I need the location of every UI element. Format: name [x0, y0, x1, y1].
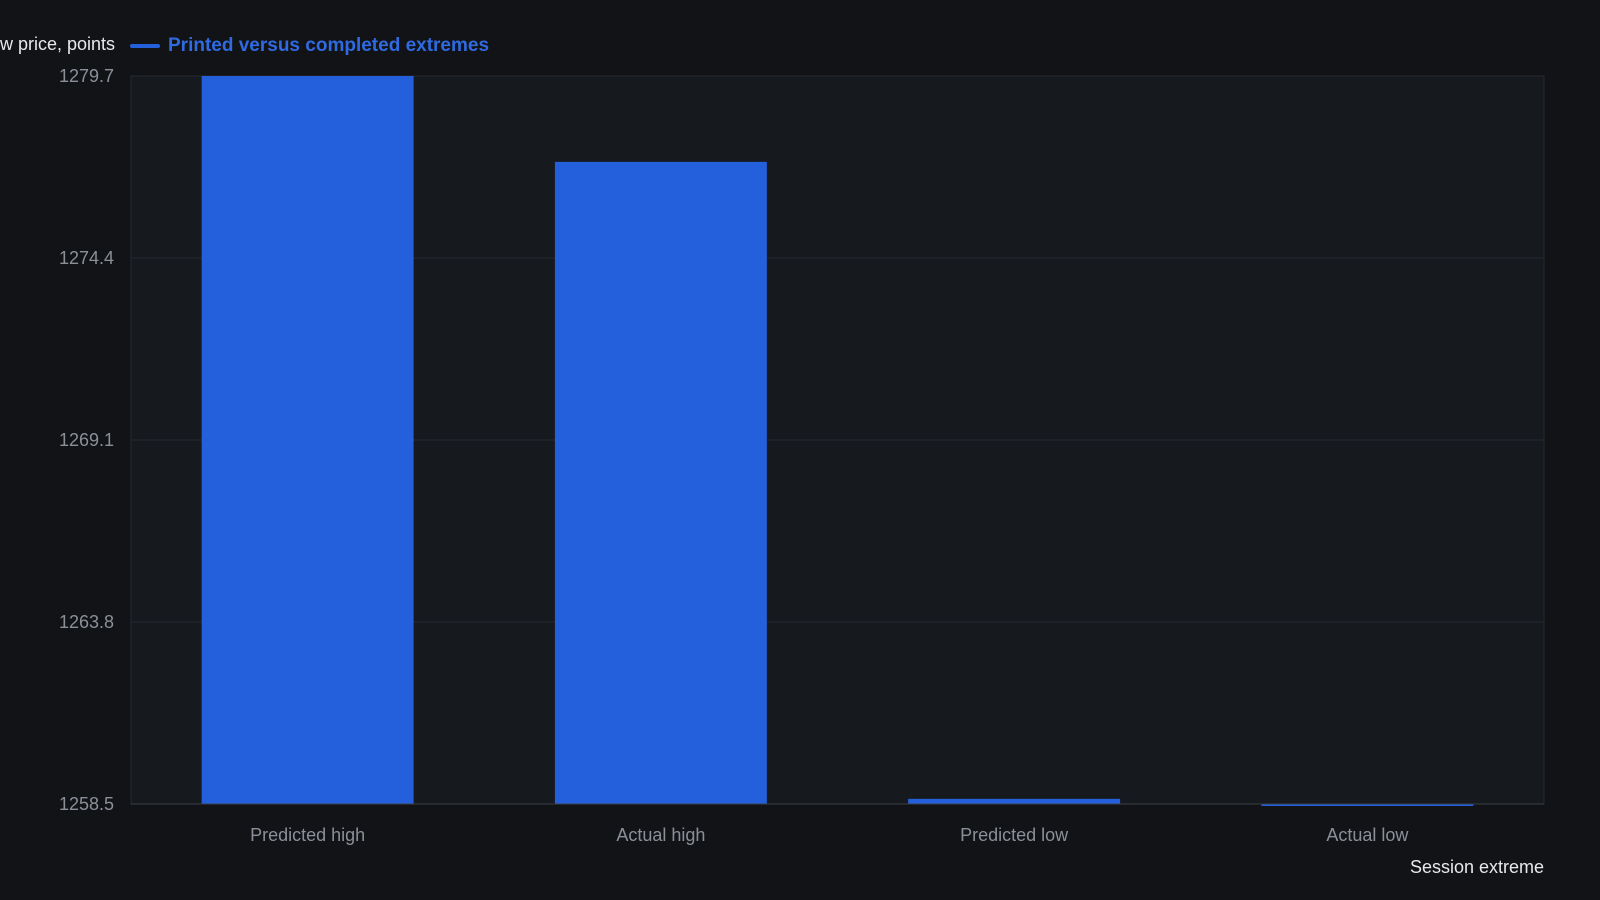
legend-swatch: [130, 44, 160, 48]
y-tick-label: 1258.5: [59, 794, 114, 814]
y-tick-label: 1263.8: [59, 612, 114, 632]
y-axis-title: Nasdaq 100 low price, points: [0, 34, 115, 54]
x-tick-label: Actual high: [616, 825, 705, 845]
axes: 1279.7 1274.4 1269.1 1263.8 1258.5 Predicted …: [59, 66, 1544, 845]
legend-label: Printed versus completed extremes: [168, 35, 490, 56]
x-axis-title: Session extreme: [1409, 857, 1544, 877]
bar-predicted-low: [908, 798, 1121, 804]
bar-actual-high: [554, 161, 767, 804]
x-tick-label: Actual low: [1326, 825, 1409, 845]
bars: [201, 76, 1474, 806]
bar-actual-low: [1261, 804, 1474, 806]
y-tick-label: 1274.4: [59, 248, 114, 268]
x-tick-label: Predicted low: [960, 825, 1069, 845]
bar-predicted-high: [201, 76, 414, 804]
legend: Printed versus completed extremes: [130, 35, 489, 57]
y-tick-label: 1269.1: [59, 430, 114, 450]
y-tick-label: 1279.7: [59, 66, 114, 86]
x-tick-label: Predicted high: [250, 825, 365, 845]
